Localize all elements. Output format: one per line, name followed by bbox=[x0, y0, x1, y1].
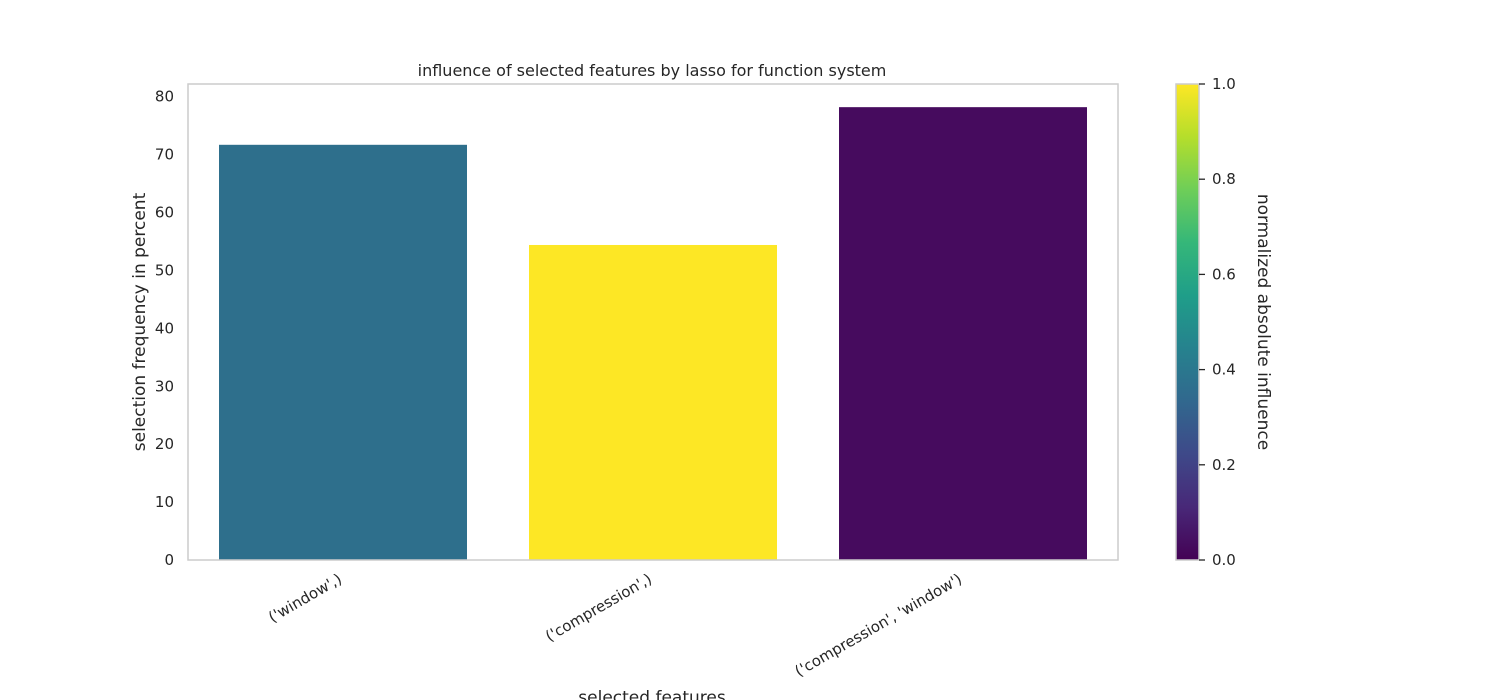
y-tick-label: 80 bbox=[155, 88, 174, 106]
colorbar-tick-label: 0.8 bbox=[1212, 170, 1236, 188]
y-tick-label: 0 bbox=[164, 551, 174, 569]
y-tick-label: 60 bbox=[155, 204, 174, 222]
plot-frame bbox=[187, 83, 1119, 561]
colorbar-frame bbox=[1175, 83, 1200, 561]
bar bbox=[839, 107, 1087, 560]
chart-title: influence of selected features by lasso … bbox=[418, 61, 887, 80]
y-tick-label: 40 bbox=[155, 319, 174, 337]
x-axis-label: selected features bbox=[578, 688, 726, 700]
colorbar-gradient bbox=[1176, 84, 1199, 560]
colorbar: 0.0 0.2 0.4 0.6 0.8 1.0 normalized absolute i… bbox=[1175, 75, 1273, 569]
bar bbox=[529, 244, 777, 560]
y-axis-label: selection frequency in percent bbox=[130, 192, 150, 451]
colorbar-tick-label: 1.0 bbox=[1212, 75, 1236, 93]
x-tick-label: ('window',) bbox=[265, 570, 345, 626]
colorbar-tick-label: 0.0 bbox=[1212, 551, 1236, 569]
colorbar-tick-label: 0.2 bbox=[1212, 456, 1236, 474]
y-tick-label: 30 bbox=[155, 377, 174, 395]
colorbar-tick-label: 0.4 bbox=[1212, 361, 1236, 379]
bar bbox=[219, 144, 467, 560]
y-axis: 0 10 20 30 40 50 60 70 80 bbox=[155, 88, 174, 569]
x-tick-label: ('compression',) bbox=[542, 570, 655, 646]
y-tick-label: 50 bbox=[155, 261, 174, 279]
x-tick-label: ('compression', 'window') bbox=[792, 570, 965, 680]
y-tick-label: 20 bbox=[155, 435, 174, 453]
colorbar-label: normalized absolute influence bbox=[1253, 194, 1273, 450]
colorbar-ticks: 0.0 0.2 0.4 0.6 0.8 1.0 bbox=[1199, 75, 1236, 569]
y-tick-label: 70 bbox=[155, 146, 174, 164]
bars-layer bbox=[219, 107, 1087, 560]
colorbar-tick-label: 0.6 bbox=[1212, 265, 1236, 283]
x-axis: ('window',) ('compression',) ('compression… bbox=[265, 570, 965, 680]
y-tick-label: 10 bbox=[155, 493, 174, 511]
